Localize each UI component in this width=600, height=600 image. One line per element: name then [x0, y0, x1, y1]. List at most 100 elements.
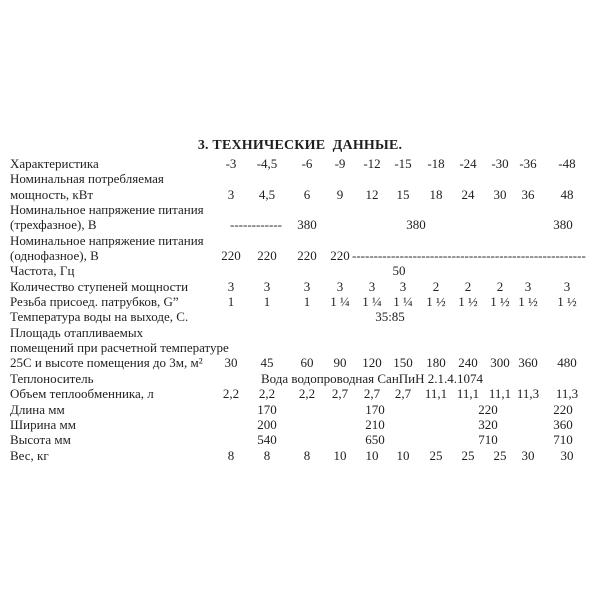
row-label: Резьба присоед. патрубков, G”	[10, 294, 179, 310]
row-label: Объем теплообменника, л	[10, 386, 154, 402]
table-cell: 380	[406, 217, 426, 233]
table-row: Номинальное напряжение питания	[0, 202, 600, 217]
table-cell: 1 ½	[557, 294, 577, 310]
table-cell: 710	[478, 432, 498, 448]
table-cell: 3	[368, 278, 376, 294]
table-row: Высота мм 540 650 710 710	[0, 432, 600, 447]
table-cell: 30	[493, 186, 507, 202]
row-label: Длина мм	[10, 401, 65, 417]
table-cell: 1 ½	[518, 294, 538, 310]
row-label: Характеристика	[10, 156, 99, 171]
table-cell: 8	[303, 447, 311, 463]
table-cell: 3	[227, 186, 235, 202]
table-cell: 25	[429, 447, 443, 463]
table-cell: 2,7	[363, 386, 381, 402]
table-cell: 2	[432, 278, 440, 294]
row-label: мощность, кВт	[10, 186, 94, 202]
table-cell: 11,1	[456, 386, 480, 402]
table-row: Частота, Гц 50	[0, 263, 600, 278]
table-row: 25С и высоте помещения до 3м, м² 30 45 60 90…	[0, 355, 600, 370]
table-cell: 12	[365, 186, 379, 202]
table-row: Ширина мм 200 210 320 360	[0, 417, 600, 432]
table-row: Резьба присоед. патрубков, G” 1 1 1 1 ¼ 1 ¼ 1 …	[0, 294, 600, 309]
table-cell: 3	[263, 278, 271, 294]
table-row: Теплоноситель Вода водопроводная СанПиН 2…	[0, 371, 600, 386]
table-cell: 45	[260, 355, 274, 371]
table-cell: 1 ¼	[330, 294, 350, 310]
table-cell: 360	[553, 416, 573, 432]
table-row: Объем теплообменника, л 2,2 2,2 2,2 2,7 2,7 2,…	[0, 386, 600, 401]
table-cell: 11,1	[424, 386, 448, 402]
table-cell: 180	[426, 355, 446, 371]
table-cell: 220	[257, 248, 277, 264]
table-cell: -6	[301, 156, 313, 171]
table-cell: 8	[263, 447, 271, 463]
table-cell: 36	[521, 186, 535, 202]
table-cell: -4,5	[256, 156, 278, 171]
table-cell: -18	[427, 156, 445, 171]
table-cell: 170	[365, 401, 385, 417]
table-cell: 210	[365, 416, 385, 432]
table-cell: 15	[396, 186, 410, 202]
table-cell: 2	[496, 278, 504, 294]
row-label: Площадь отапливаемых	[10, 324, 144, 340]
row-label: Теплоноситель	[10, 370, 94, 386]
table-cell: 35:85	[375, 309, 405, 325]
table-cell: -12	[363, 156, 381, 171]
table-cell: 11,1	[488, 386, 512, 402]
table-cell: -30	[491, 156, 509, 171]
row-label: Высота мм	[10, 432, 71, 448]
table-row: Длина мм 170 170 220 220	[0, 402, 600, 417]
table-cell: ----------------------------------------…	[352, 248, 586, 264]
row-label: (трехфазное), В	[10, 217, 97, 233]
table-row: Номинальное напряжение питания	[0, 233, 600, 248]
table-cell: 2	[464, 278, 472, 294]
table-cell: 2,7	[331, 386, 349, 402]
row-label: Частота, Гц	[10, 263, 75, 279]
row-label: Количество ступеней мощности	[10, 278, 189, 294]
table-cell: 650	[365, 432, 385, 448]
table-cell: 90	[333, 355, 347, 371]
table-cell: 380	[297, 217, 317, 233]
table-cell: 1 ½	[458, 294, 478, 310]
table-cell: 11,3	[516, 386, 540, 402]
table-cell: 10	[333, 447, 347, 463]
table-cell: 1 ½	[490, 294, 510, 310]
table-cell: 4,5	[258, 186, 276, 202]
table-cell: 220	[221, 248, 241, 264]
table-row: помещений при расчетной температуре	[0, 340, 600, 355]
table-cell: 150	[393, 355, 413, 371]
table-cell: 60	[300, 355, 314, 371]
table-cell: 30	[224, 355, 238, 371]
table-cell: 11,3	[555, 386, 579, 402]
table-cell: 6	[303, 186, 311, 202]
table-cell: 24	[461, 186, 475, 202]
table-row: Площадь отапливаемых	[0, 325, 600, 340]
table-cell: 18	[429, 186, 443, 202]
table-cell: 200	[257, 416, 277, 432]
table-cell: 3	[563, 278, 571, 294]
table-cell: 3	[227, 278, 235, 294]
table-cell: 1 ¼	[362, 294, 382, 310]
row-label: (однофазное), В	[10, 248, 99, 264]
table-cell: 30	[521, 447, 535, 463]
table-cell: 10	[396, 447, 410, 463]
table-cell: 9	[336, 186, 344, 202]
table-cell: -48	[558, 156, 576, 171]
table-cell: 220	[330, 248, 350, 264]
table-cell: 220	[478, 401, 498, 417]
technical-data-table: Характеристика -3 -4,5 -6 -9 -12 -15 -18 -24 -30-…	[0, 156, 600, 463]
table-row: (трехфазное), В ------------ 380 380 380	[0, 217, 600, 232]
table-row: мощность, кВт 3 4,5 6 9 12 15 18 24 30 36 48	[0, 187, 600, 202]
table-cell: 1 ½	[426, 294, 446, 310]
row-label: 25С и высоте помещения до 3м, м²	[10, 355, 203, 371]
table-row: Вес, кг 8 8 8 10 10 10 25 25 25 30 30	[0, 448, 600, 463]
table-cell: 3	[524, 278, 532, 294]
table-cell: 3	[336, 278, 344, 294]
table-cell: Вода водопроводная СанПиН 2.1.4.1074	[260, 370, 484, 386]
row-label: Номинальное напряжение питания	[10, 202, 204, 218]
table-cell: 360	[518, 355, 538, 371]
table-cell: -9	[334, 156, 346, 171]
table-cell: 48	[560, 186, 574, 202]
row-label: Ширина мм	[10, 416, 76, 432]
